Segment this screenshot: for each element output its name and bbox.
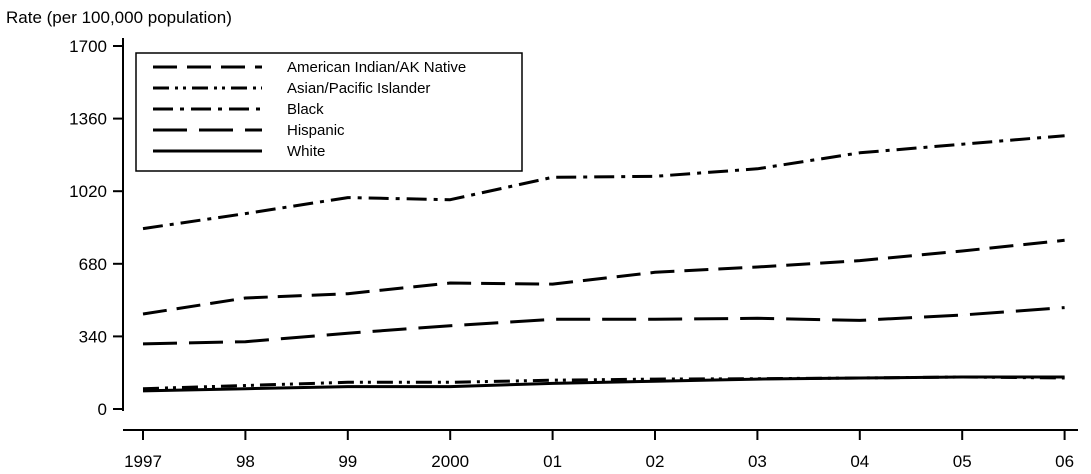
legend-box — [135, 52, 523, 172]
x-tick-label: 06 — [1055, 452, 1074, 471]
y-axis-label: Rate (per 100,000 population) — [6, 8, 232, 27]
legend-label: Hispanic — [287, 122, 345, 139]
y-tick-label: 340 — [79, 327, 107, 346]
series-layer — [142, 134, 1065, 393]
y-tick-label: 1700 — [69, 37, 107, 56]
series-line-hispanic — [142, 306, 1065, 346]
y-axis: 0 340 680 1020 1360 1700 — [69, 37, 124, 419]
x-tick-label: 05 — [953, 452, 972, 471]
x-tick-label: 98 — [236, 452, 255, 471]
y-tick-label: 1020 — [69, 182, 107, 201]
x-axis: 1997 98 99 2000 01 02 03 04 05 06 — [123, 429, 1078, 471]
legend-label: Black — [287, 101, 324, 118]
x-tick-label: 04 — [850, 452, 869, 471]
y-tick-label: 0 — [98, 400, 107, 419]
x-tick-label: 99 — [338, 452, 357, 471]
y-tick-label: 680 — [79, 255, 107, 274]
x-tick-label: 1997 — [124, 452, 162, 471]
series-line-white — [142, 375, 1065, 393]
x-tick-label: 01 — [543, 452, 562, 471]
series-line-american-indian-ak-native — [142, 238, 1065, 316]
legend-label: Asian/Pacific Islander — [287, 80, 430, 97]
legend: American Indian/AK Native Asian/Pacific I… — [135, 52, 523, 172]
x-tick-label: 02 — [646, 452, 665, 471]
series-line-black — [142, 134, 1065, 231]
legend-label: American Indian/AK Native — [287, 59, 466, 76]
x-tick-label: 2000 — [431, 452, 469, 471]
series-line-asian-pacific-islander — [142, 375, 1065, 391]
legend-label: White — [287, 143, 325, 160]
y-tick-label: 1360 — [69, 110, 107, 129]
x-tick-label: 03 — [748, 452, 767, 471]
